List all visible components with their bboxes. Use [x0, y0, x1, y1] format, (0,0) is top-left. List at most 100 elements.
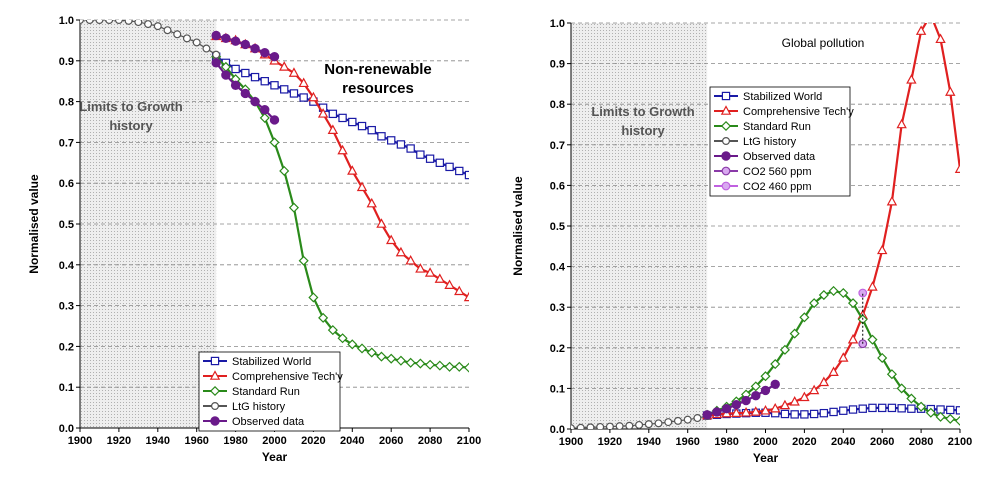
- data-point-comprehensive-tech-y: [356, 181, 368, 192]
- legend-label: Stabilized World: [743, 91, 822, 103]
- data-point-comprehensive-tech-y: [405, 254, 416, 265]
- legend-label: Observed data: [743, 151, 816, 163]
- data-point-stabilized-world: [406, 144, 415, 153]
- legend-swatch-marker: [211, 402, 220, 411]
- x-tick-label: 2060: [870, 436, 894, 448]
- legend-label: Stabilized World: [232, 356, 311, 368]
- data-point-standard-run: [750, 381, 761, 392]
- data-point-stabilized-world: [280, 85, 289, 94]
- legend-swatch-marker: [721, 137, 730, 146]
- y-tick-label: 0.8: [550, 99, 565, 111]
- data-point-comprehensive-tech-y: [906, 74, 917, 84]
- data-point-comprehensive-tech-y: [337, 144, 348, 155]
- y-tick-label: 0.4: [59, 260, 75, 272]
- data-point-standard-run: [337, 333, 348, 344]
- data-point-comprehensive-tech-y: [935, 33, 946, 44]
- x-tick-label: 1900: [559, 436, 583, 448]
- data-point-stabilized-world: [250, 72, 260, 82]
- data-point-observed-data: [741, 395, 751, 406]
- chart-title: resources: [342, 80, 414, 97]
- y-tick-label: 0.3: [550, 302, 565, 314]
- legend-swatch-marker: [210, 356, 220, 366]
- x-tick-label: 1920: [107, 435, 131, 447]
- history-label: history: [621, 123, 665, 138]
- data-point-stabilized-world: [780, 409, 790, 419]
- chart-title: Global pollution: [782, 36, 865, 50]
- data-point-ltg-history: [644, 420, 653, 429]
- data-point-standard-run: [847, 298, 859, 309]
- data-point-stabilized-world: [897, 404, 906, 413]
- x-tick-label: 1900: [68, 435, 92, 447]
- data-point-stabilized-world: [790, 410, 799, 419]
- x-tick-label: 1960: [675, 436, 699, 448]
- x-tick-label: 1940: [637, 436, 661, 448]
- data-point-ltg-history: [664, 418, 673, 427]
- data-point-stabilized-world: [396, 140, 406, 149]
- data-point-comprehensive-tech-y: [789, 396, 800, 406]
- data-point-comprehensive-tech-y: [770, 402, 781, 413]
- y-tick-label: 0.6: [550, 180, 565, 192]
- y-tick-label: 0.0: [59, 423, 74, 435]
- data-point-standard-run: [444, 361, 455, 372]
- y-tick-label: 0.0: [550, 424, 565, 436]
- y-tick-label: 0.9: [550, 59, 565, 71]
- legend: Stabilized World Comprehensive Tech'y Stan…: [709, 86, 854, 197]
- y-tick-label: 0.7: [550, 140, 565, 152]
- y-tick-label: 0.9: [59, 56, 74, 68]
- data-point-stabilized-world: [868, 403, 877, 413]
- data-point-ltg-history: [182, 34, 191, 43]
- legend-swatch-marker: [209, 385, 221, 397]
- legend-label: CO2 560 ppm: [743, 166, 811, 178]
- data-point-standard-run: [463, 362, 469, 373]
- data-point-stabilized-world: [328, 109, 338, 119]
- data-point-ltg-history: [173, 30, 182, 39]
- y-tick-label: 0.2: [59, 341, 74, 353]
- series-layer: [571, 23, 960, 429]
- legend-label: Standard Run: [743, 121, 811, 133]
- data-point-comprehensive-tech-y: [847, 333, 859, 344]
- data-point-comprehensive-tech-y: [945, 86, 956, 96]
- data-point-standard-run: [916, 401, 927, 412]
- y-tick-label: 1.0: [550, 18, 565, 30]
- data-point-ltg-history: [605, 422, 614, 429]
- chart-panel-1: 1900 1920 1940 1960 1980 2000 2020 2040 2060 2080…: [27, 15, 481, 464]
- data-point-ltg-history: [596, 422, 605, 429]
- x-tick-label: 2020: [301, 435, 325, 447]
- data-point-standard-run: [896, 383, 907, 394]
- data-point-standard-run: [799, 312, 810, 323]
- data-point-standard-run: [327, 325, 338, 336]
- data-point-standard-run: [386, 353, 397, 364]
- y-tick-label: 0.1: [550, 383, 565, 395]
- data-point-stabilized-world: [819, 408, 829, 418]
- data-point-standard-run: [818, 289, 829, 301]
- data-point-standard-run: [906, 393, 917, 404]
- data-point-comprehensive-tech-y: [760, 404, 771, 415]
- data-point-standard-run: [886, 369, 897, 380]
- data-point-comprehensive-tech-y: [867, 281, 878, 291]
- data-point-comprehensive-tech-y: [828, 366, 839, 376]
- x-axis-title: Year: [753, 451, 779, 465]
- data-point-standard-run: [770, 358, 781, 370]
- data-point-stabilized-world: [425, 154, 435, 163]
- data-point-comprehensive-tech-y: [886, 195, 898, 206]
- data-point-standard-run: [779, 344, 790, 355]
- data-point-comprehensive-tech-y: [424, 267, 436, 277]
- legend-swatch-marker: [210, 416, 220, 426]
- data-point-ltg-history: [105, 20, 114, 24]
- data-point-comprehensive-tech-y: [434, 273, 446, 283]
- data-point-observed-data: [240, 39, 251, 50]
- x-tick-label: 1920: [598, 436, 622, 448]
- data-point-ltg-history: [693, 414, 702, 423]
- data-point-observed-data: [230, 36, 241, 46]
- data-point-stabilized-world: [348, 117, 357, 127]
- x-tick-label: 1980: [714, 436, 738, 448]
- data-point-observed-data: [269, 115, 280, 125]
- data-point-ltg-history: [212, 50, 221, 59]
- data-point-comprehensive-tech-y: [327, 124, 339, 134]
- data-point-standard-run: [415, 358, 426, 369]
- data-point-co2-460-ppm: [858, 288, 868, 298]
- data-point-stabilized-world: [848, 405, 858, 414]
- data-point-comprehensive-tech-y: [308, 91, 319, 102]
- history-label: Limits to Growth: [79, 99, 182, 114]
